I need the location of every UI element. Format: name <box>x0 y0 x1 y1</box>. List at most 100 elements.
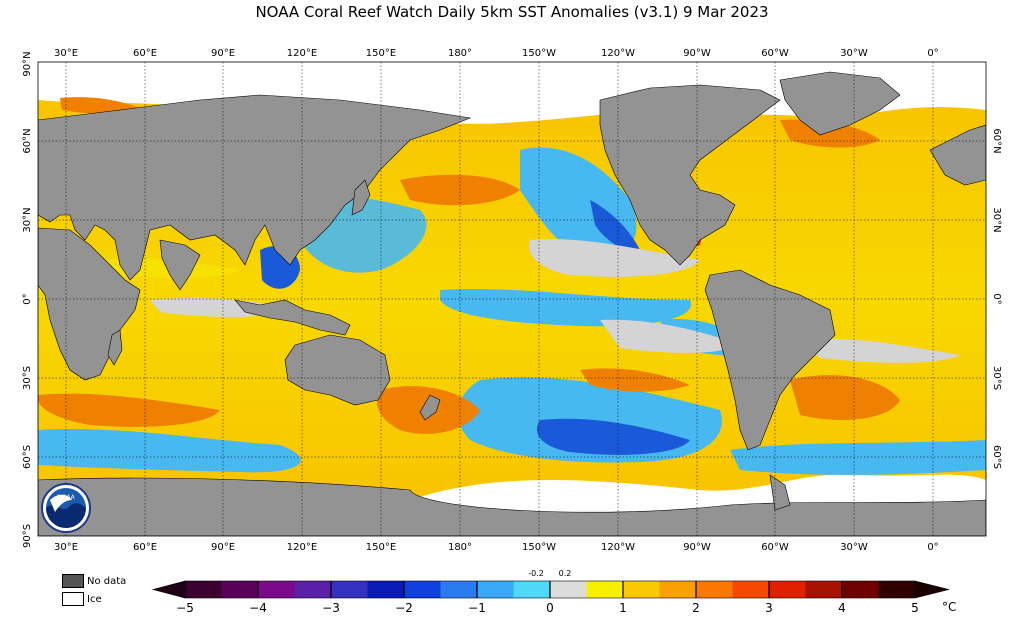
colorbar-segment <box>294 581 332 598</box>
lon-label: 60°E <box>133 48 157 59</box>
colorbar-small-tick: -0.2 <box>528 569 544 578</box>
lat-label: 30°S <box>22 366 33 390</box>
colorbar-segment <box>513 581 551 598</box>
colorbar-segment <box>550 581 587 598</box>
lon-label: 60°W <box>761 48 789 59</box>
lat-label: 30°S <box>991 366 1002 390</box>
colorbar-segment <box>586 581 624 598</box>
lon-label: 120°W <box>601 542 635 553</box>
lon-labels-top: 30°E 60°E 90°E 120°E 150°E 180° 150°W 12… <box>54 48 939 59</box>
lat-labels-left: 90°N 60°N 30°N 0° 30°S 60°S 90°S <box>22 51 33 548</box>
lon-label: 60°W <box>761 542 789 553</box>
colorbar-unit: °C <box>942 600 956 614</box>
colorbar-tick-label: −5 <box>176 601 194 615</box>
lon-label: 150°W <box>522 542 556 553</box>
antarctica-land <box>38 477 986 536</box>
lon-label: 90°W <box>683 48 711 59</box>
no-data-label: No data <box>87 576 127 587</box>
lon-label: 120°W <box>601 48 635 59</box>
colorbar-segment <box>404 581 441 598</box>
colorbar-tick-labels: −5 −4 −3 −2 −1 0 1 2 3 4 5 <box>176 601 919 615</box>
map-title: NOAA Coral Reef Watch Daily 5km SST Anom… <box>255 3 769 21</box>
lon-label: 0° <box>927 48 938 59</box>
lat-label: 60°N <box>991 128 1002 153</box>
colorbar <box>151 580 950 599</box>
colorbar-small-tick: 0.2 <box>559 569 572 578</box>
colorbar-segment <box>659 581 697 598</box>
lon-label: 90°W <box>683 542 711 553</box>
japan-land <box>351 179 371 216</box>
colorbar-tick-label: −4 <box>249 601 267 615</box>
lon-label: 120°E <box>287 48 317 59</box>
colorbar-tick-label: 3 <box>765 601 773 615</box>
ice-label: Ice <box>87 594 102 605</box>
colorbar-segment <box>221 581 259 598</box>
colorbar-tick-label: 2 <box>692 601 700 615</box>
lat-label: 90°S <box>22 524 33 548</box>
colorbar-tick-label: −1 <box>468 601 486 615</box>
colorbar-tick-label: 5 <box>911 601 919 615</box>
colorbar-segment <box>769 581 806 598</box>
lon-label: 150°E <box>366 48 396 59</box>
colorbar-segment <box>696 581 733 598</box>
noaa-logo-text: NOAA <box>57 494 75 501</box>
no-data-swatch <box>62 574 84 588</box>
lat-label: 60°S <box>991 445 1002 469</box>
lon-label: 90°E <box>211 48 235 59</box>
lon-label: 60°E <box>133 542 157 553</box>
colorbar-segment <box>878 581 916 598</box>
colorbar-tick-label: −3 <box>322 601 340 615</box>
colorbar-segment <box>477 581 514 598</box>
colorbar-segment <box>185 581 222 598</box>
indonesia-land <box>234 299 351 336</box>
india-land <box>159 239 201 291</box>
colorbar-segment <box>367 581 405 598</box>
noaa-logo: NOAA <box>41 483 91 533</box>
lon-label: 150°E <box>366 542 396 553</box>
lat-label: 60°N <box>22 128 33 153</box>
lat-label: 90°N <box>22 51 33 76</box>
colorbar-max-arrow <box>914 580 950 599</box>
colorbar-tick-label: 1 <box>619 601 627 615</box>
colorbar-tick-label: 4 <box>838 601 846 615</box>
colorbar-tick-label: −2 <box>395 601 413 615</box>
lat-label: 0° <box>991 293 1002 304</box>
lat-label: 30°N <box>22 207 33 232</box>
lon-label: 0° <box>927 542 938 553</box>
colorbar-segment <box>732 581 770 598</box>
graticule <box>38 62 986 536</box>
land-masses <box>38 71 986 536</box>
australia-land <box>284 334 391 406</box>
neutral-anomaly-patches <box>150 239 960 363</box>
lon-label: 30°W <box>840 48 868 59</box>
ice-swatch <box>62 592 84 606</box>
lon-label: 180° <box>448 542 472 553</box>
map-frame <box>37 61 987 537</box>
scandinavia-land <box>929 124 986 186</box>
lon-label: 120°E <box>287 542 317 553</box>
legend-ice: Ice <box>62 592 102 606</box>
lon-label: 30°E <box>54 542 78 553</box>
colorbar-segment <box>258 581 295 598</box>
colorbar-segment <box>331 581 368 598</box>
lon-label: 150°W <box>522 48 556 59</box>
north-america-land <box>599 84 781 266</box>
colorbar-min-arrow <box>151 580 186 599</box>
legend-no-data: No data <box>62 574 126 588</box>
madagascar-land <box>107 329 123 366</box>
lat-label: 0° <box>22 293 33 304</box>
lon-label: 30°E <box>54 48 78 59</box>
lat-labels-right: 60°N 30°N 0° 30°S 60°S <box>991 128 1002 469</box>
colorbar-tick-label: 0 <box>546 601 554 615</box>
greenland-land <box>779 71 901 136</box>
south-america-land <box>704 269 836 451</box>
colorbar-segment <box>805 581 843 598</box>
colorbar-segment <box>623 581 660 598</box>
colorbar-small-ticks: -0.2 0.2 <box>528 569 571 578</box>
lat-label: 30°N <box>991 207 1002 232</box>
lon-labels-bottom: 30°E 60°E 90°E 120°E 150°E 180° 150°W 12… <box>54 542 939 553</box>
lon-label: 90°E <box>211 542 235 553</box>
colorbar-segment <box>842 581 879 598</box>
lon-label: 180° <box>448 48 472 59</box>
